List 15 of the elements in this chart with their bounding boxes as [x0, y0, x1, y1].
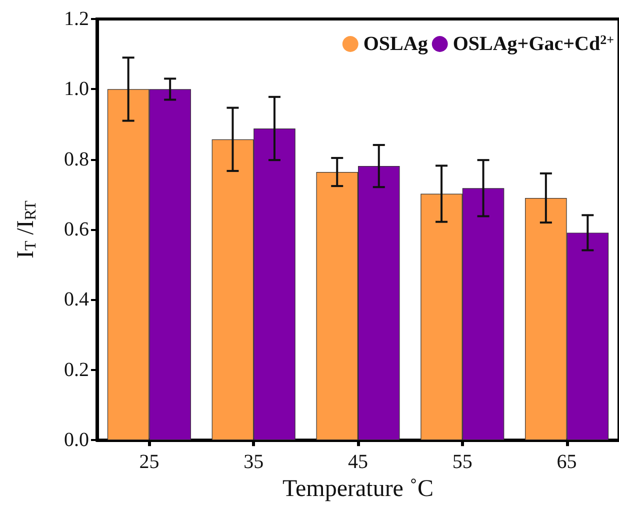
legend-label: OSLAg [363, 33, 428, 55]
y-tick-label: 1.2 [64, 8, 89, 30]
y-tick-label: 0.2 [64, 358, 89, 381]
y-tick-label: 1.0 [64, 78, 89, 100]
y-tick-label: 0.4 [64, 288, 89, 311]
x-tick-label: 45 [348, 451, 368, 474]
y-tick-label: 0.6 [64, 218, 89, 241]
x-axis-title: Temperature ˚C [282, 476, 434, 502]
x-tick-label: 65 [556, 451, 577, 474]
x-tick-label: 55 [452, 451, 472, 474]
x-tick-label: 35 [244, 451, 264, 474]
y-axis-title: IT /IRT [13, 200, 40, 259]
y-tick-label: 0.8 [64, 148, 89, 170]
y-tick-label: 0.0 [64, 429, 89, 452]
x-tick-label: 25 [139, 451, 160, 474]
